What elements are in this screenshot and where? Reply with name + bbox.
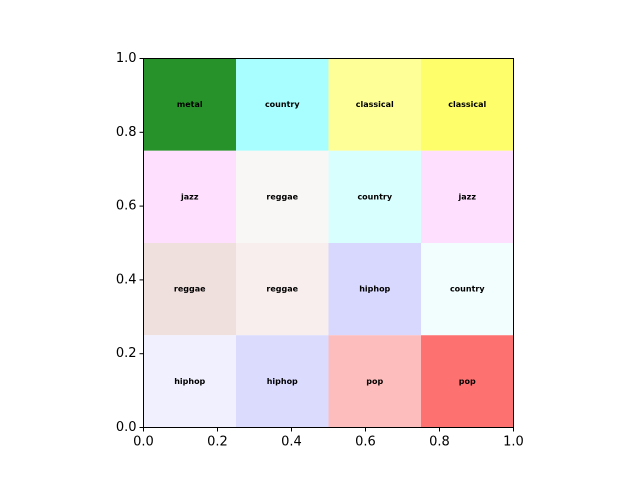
y-tick-label: 1.0 (116, 51, 137, 66)
heatmap-cell (421, 150, 514, 243)
heatmap-cell (236, 335, 329, 428)
heatmap-cell (328, 243, 421, 336)
x-tick-label: 0.2 (207, 435, 228, 450)
cell-label: jazz (180, 192, 199, 201)
cell-label: reggae (266, 192, 298, 201)
cell-label: classical (448, 100, 486, 109)
cell-label: metal (177, 100, 203, 109)
x-tick-label: 0.4 (281, 435, 302, 450)
heatmap-cell (328, 335, 421, 428)
cell-label: hiphop (174, 377, 205, 386)
heatmap-cell (236, 243, 329, 336)
y-axis-ticks: 0.0 0.2 0.4 0.6 0.8 1.0 (116, 51, 144, 435)
cell-label: pop (366, 377, 383, 386)
heatmap-cell (421, 335, 514, 428)
heatmap-cell (143, 58, 236, 151)
y-tick-label: 0.6 (116, 199, 137, 214)
x-tick-label: 1.0 (503, 435, 524, 450)
cell-label: reggae (174, 285, 206, 294)
x-tick-label: 0.8 (429, 435, 450, 450)
cells-layer (143, 58, 514, 428)
heatmap-cell (236, 58, 329, 151)
cell-label: country (265, 100, 300, 109)
cell-label: classical (356, 100, 394, 109)
heatmap-cell (143, 335, 236, 428)
y-tick-label: 0.4 (116, 272, 137, 287)
heatmap-cell (143, 243, 236, 336)
y-tick-label: 0.0 (116, 420, 137, 435)
heatmap-cell (421, 58, 514, 151)
heatmap-cell (421, 243, 514, 336)
y-tick-label: 0.8 (116, 125, 137, 140)
cell-label: jazz (458, 192, 477, 201)
x-tick-label: 0.0 (133, 435, 154, 450)
heatmap-cell (328, 150, 421, 243)
x-tick-label: 0.6 (355, 435, 376, 450)
cell-labels-layer: metal country classical classical jazz reggae… (174, 100, 487, 386)
cell-label: country (357, 192, 392, 201)
cell-label: hiphop (267, 377, 298, 386)
cell-label: country (450, 285, 485, 294)
heatmap-cell (236, 150, 329, 243)
heatmap-cell (328, 58, 421, 151)
x-axis-ticks: 0.0 0.2 0.4 0.6 0.8 1.0 (133, 427, 524, 450)
cell-label: hiphop (359, 285, 390, 294)
y-tick-label: 0.2 (116, 346, 137, 361)
axes-frame (143, 58, 514, 428)
cell-label: reggae (266, 285, 298, 294)
heatmap-cell (143, 150, 236, 243)
cell-label: pop (459, 377, 476, 386)
